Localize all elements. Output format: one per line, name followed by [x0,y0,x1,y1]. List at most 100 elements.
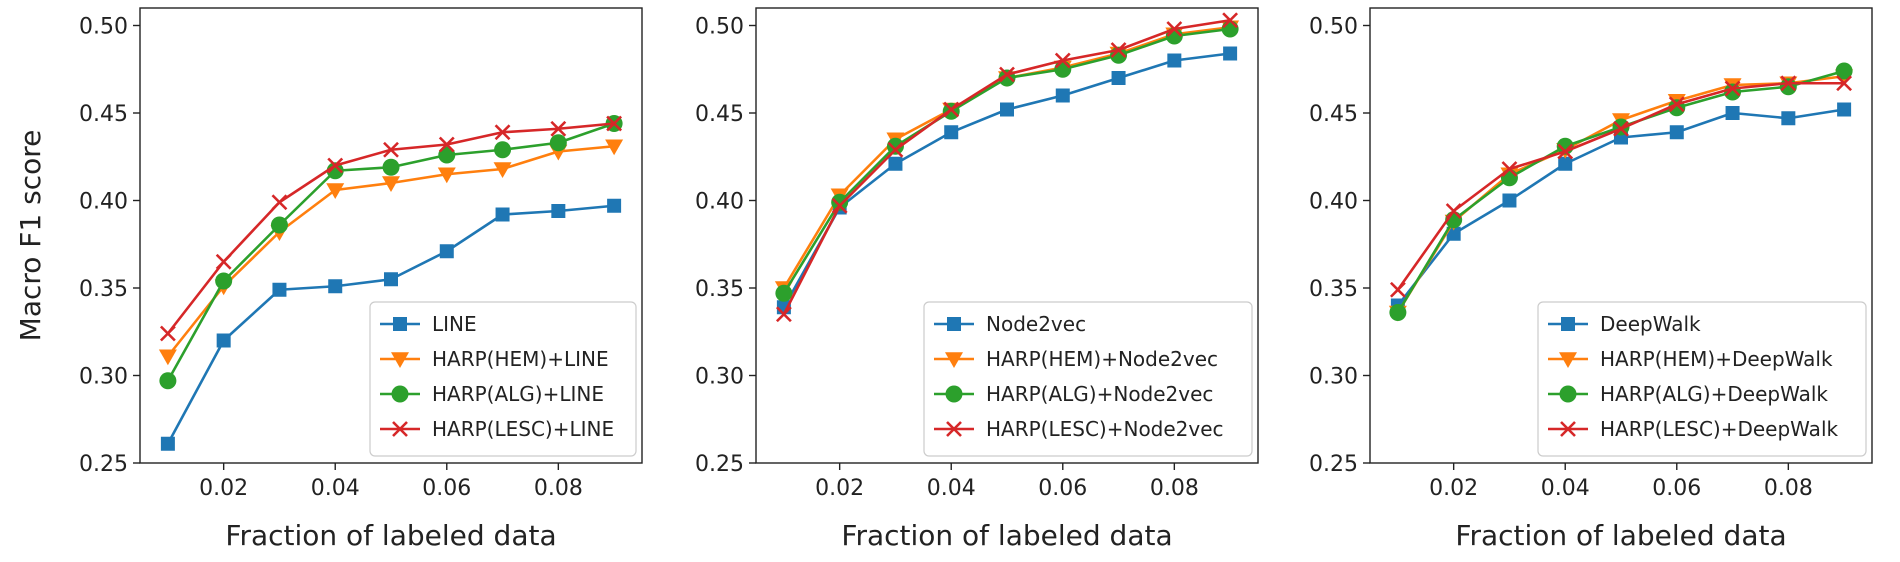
marker-stroke [1222,12,1239,29]
y-tick-label: 0.30 [695,365,744,390]
legend-box [369,301,637,457]
marker-stroke [606,115,623,132]
data-point [327,157,344,174]
marker-stroke [327,157,344,174]
series-line [1396,69,1845,314]
y-tick-label: 0.35 [695,277,744,302]
data-point [887,141,904,158]
legend-label: HARP(LESC)+LINE [432,417,614,441]
y-tick-label: 0.30 [79,365,128,390]
series-harp-lesc-deepwalk [1389,75,1853,298]
data-point [437,167,456,184]
legend-label: HARP(HEM)+LINE [432,347,609,371]
data-point [270,216,288,234]
legend: DeepWalk HARP(HEM)+DeepWalk HARP(ALG)+Deep… [1537,301,1867,457]
legend-label: HARP(LESC)+Node2vec [986,417,1224,441]
data-point [1167,53,1182,68]
legend-label: HARP(ALG)+Node2vec [986,382,1213,406]
data-point [158,349,177,366]
series-harp-lesc-node2vec [775,12,1239,323]
data-point [1613,120,1629,137]
data-point [886,137,904,155]
marker-stroke [392,421,408,437]
legend-entry: HARP(LESC)+DeepWalk [1548,417,1838,441]
data-point [215,272,233,290]
y-axis-label: Macro F1 score [14,130,47,342]
marker-stroke [1613,120,1629,137]
y-tick-label: 0.40 [1309,190,1358,215]
data-point [1780,75,1797,92]
marker-stroke [1724,80,1741,97]
data-point [1835,62,1853,80]
x-tick-label: 0.06 [422,476,471,501]
data-point [1446,226,1461,241]
data-point [1781,111,1796,126]
data-point [1500,169,1518,187]
y-tick-label: 0.45 [1309,102,1358,127]
legend-label: HARP(LESC)+DeepWalk [1600,417,1838,441]
data-point [1054,52,1071,69]
x-tick-label: 0.06 [1038,476,1087,501]
legend-entry: Node2vec [934,312,1086,336]
y-tick-label: 0.25 [79,452,128,477]
legend-marker [947,317,961,331]
data-point [494,141,512,159]
marker-stroke [215,253,232,270]
marker-stroke [1560,421,1576,437]
plot-area [755,7,1259,464]
data-point [1668,96,1685,113]
data-point [1836,75,1853,92]
data-point [606,115,623,132]
plot-area [1369,7,1873,464]
legend-label: HARP(HEM)+Node2vec [986,347,1218,371]
y-tick-label: 0.50 [695,15,744,40]
series-line [782,27,1231,294]
data-point [1055,88,1070,103]
marker-stroke [1445,203,1462,219]
data-point [438,136,455,153]
data-point [999,66,1015,83]
series-harp-alg-deepwalk [1389,62,1853,321]
series-line [160,198,622,451]
data-point [831,193,849,211]
data-point [495,207,510,222]
data-point [1779,78,1797,96]
legend-marker [945,352,963,368]
y-tick-label: 0.30 [1309,365,1358,390]
marker-stroke [775,306,792,323]
data-point [1389,304,1407,321]
data-point [607,198,622,213]
data-point [383,141,399,158]
x-tick-label: 0.08 [1764,476,1813,501]
legend-marker [392,421,408,437]
data-point [1110,42,1127,58]
data-point [326,183,345,199]
marker-stroke [550,120,567,137]
legend-entry: HARP(LESC)+Node2vec [934,417,1224,441]
marker-stroke [887,141,904,158]
data-point [775,306,792,323]
data-point [159,372,177,390]
data-point [1725,106,1740,120]
legend-marker [946,421,962,437]
data-point [159,325,176,342]
marker-stroke [946,421,962,437]
data-point [1558,156,1573,171]
x-tick-label: 0.08 [1150,476,1199,501]
legend-label: HARP(ALG)+DeepWalk [1600,382,1828,406]
data-point [1222,12,1239,29]
data-point [215,253,232,270]
legend-label: HARP(ALG)+LINE [432,382,604,406]
y-tick-label: 0.50 [1309,15,1358,40]
x-tick-label: 0.02 [1429,476,1478,501]
x-tick-label: 0.02 [199,476,248,501]
x-tick-label: 0.04 [311,476,360,501]
legend-label: DeepWalk [1600,312,1701,336]
y-tick-label: 0.40 [695,190,744,215]
legend-entry: LINE [380,312,477,336]
legend-marker [393,317,407,331]
data-point [216,333,231,348]
marker-stroke [1166,21,1183,37]
data-point [160,436,175,451]
